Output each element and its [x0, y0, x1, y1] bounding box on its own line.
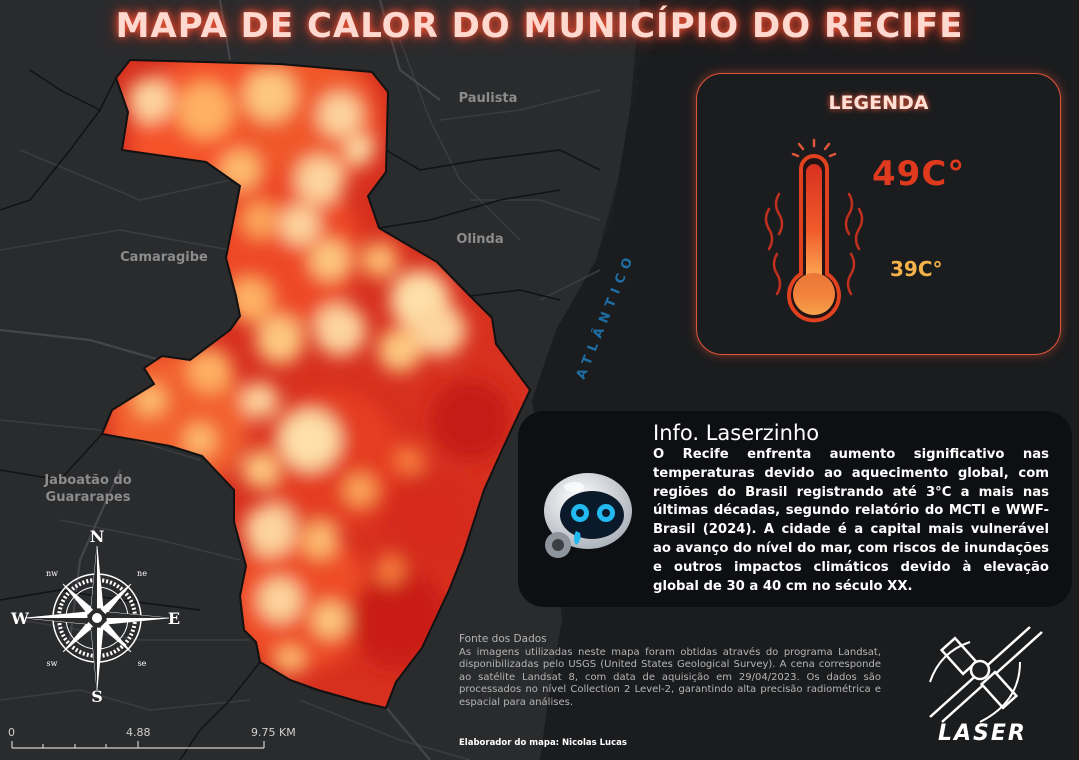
laser-logo: LASER	[929, 626, 1043, 746]
compass-s: S	[91, 687, 103, 706]
info-text: O Recife enfrenta aumento significativo …	[653, 447, 1049, 594]
legend-title: LEGENDA	[828, 92, 929, 114]
compass-nw: nw	[46, 569, 58, 578]
legend-panel: LEGENDA	[696, 73, 1061, 355]
data-source-title: Fonte dos Dados	[459, 633, 547, 645]
legend-min-label: 39C°	[890, 257, 943, 281]
label-jaboatao-line1: Jaboatão do	[44, 473, 132, 488]
compass-se: se	[138, 659, 147, 668]
map-author: Elaborador do mapa: Nicolas Lucas	[459, 738, 627, 748]
label-atlantico: ATLÂNTICO	[573, 250, 639, 382]
thermometer-icon	[764, 138, 864, 323]
label-jaboatao: Jaboatão do Guararapes	[28, 472, 148, 506]
compass-n: N	[90, 528, 105, 546]
label-olinda: Olinda	[456, 232, 504, 247]
label-jaboatao-line2: Guararapes	[45, 490, 131, 505]
scale-tick-1: 4.88	[126, 726, 151, 739]
scale-tick-2: 9.75 KM	[251, 726, 296, 739]
data-source-text: As imagens utilizadas neste mapa foram o…	[459, 646, 881, 708]
scale-bar: 0 4.88 9.75 KM	[8, 726, 296, 749]
recife-boundary	[100, 58, 532, 710]
data-source: Fonte dos Dados As imagens utilizadas ne…	[459, 633, 881, 710]
info-title: Info. Laserzinho	[653, 421, 820, 445]
scale-tick-0: 0	[8, 726, 15, 739]
compass-e: E	[168, 609, 180, 628]
compass-w: W	[10, 609, 30, 628]
map-title: MAPA DE CALOR DO MUNICÍPIO DO RECIFE	[115, 6, 964, 46]
robot-mascot-icon	[544, 473, 632, 558]
logo-text: LASER	[938, 721, 1027, 746]
compass-sw: sw	[47, 659, 58, 668]
compass-ne: ne	[137, 569, 147, 578]
label-paulista: Paulista	[458, 91, 518, 106]
legend-max-label: 49C°	[872, 154, 966, 194]
info-panel: Info. Laserzinho O Recife enfrenta aumen…	[518, 411, 1072, 607]
ocean-label: ATLÂNTICO	[573, 250, 639, 382]
label-camaragibe: Camaragibe	[120, 250, 208, 265]
compass-rose: N S E W ne nw se sw	[10, 528, 180, 706]
